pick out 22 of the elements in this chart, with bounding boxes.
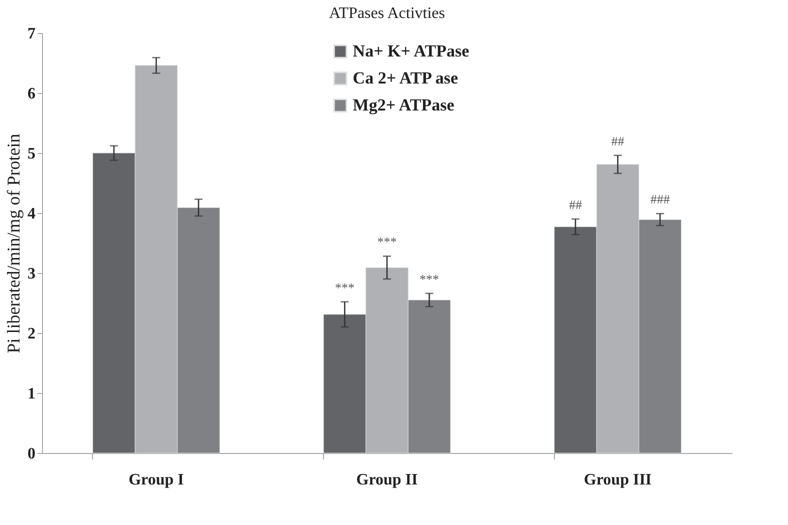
- legend-label: Mg2+ ATPase: [352, 96, 455, 114]
- legend-label: Na+ K+ ATPase: [352, 42, 470, 60]
- legend-label: Ca 2+ ATP ase: [352, 68, 458, 88]
- x-tick-label: Group I: [128, 472, 184, 488]
- y-axis-title: Pi liberated/min/mg of Protein: [4, 134, 24, 354]
- data-label: ***: [334, 280, 354, 295]
- y-tick-label: 5: [28, 146, 36, 162]
- y-tick-label: 7: [28, 26, 36, 42]
- y-tick-label: 0: [28, 446, 36, 462]
- x-tick-label: Group II: [356, 472, 418, 488]
- y-tick-label: 2: [28, 326, 36, 342]
- y-tick-label: 6: [28, 86, 36, 102]
- x-tick-label: Group III: [584, 472, 652, 488]
- data-label: ##: [568, 197, 582, 212]
- y-tick-label: 1: [28, 386, 36, 402]
- data-label: ***: [420, 271, 440, 286]
- y-tick-label: 3: [28, 266, 36, 282]
- y-tick-label: 4: [28, 206, 36, 222]
- chart-title: ATPases Activties: [329, 5, 445, 22]
- data-label: ***: [377, 234, 397, 250]
- data-label: ##: [611, 133, 625, 148]
- data-label: ###: [650, 192, 670, 207]
